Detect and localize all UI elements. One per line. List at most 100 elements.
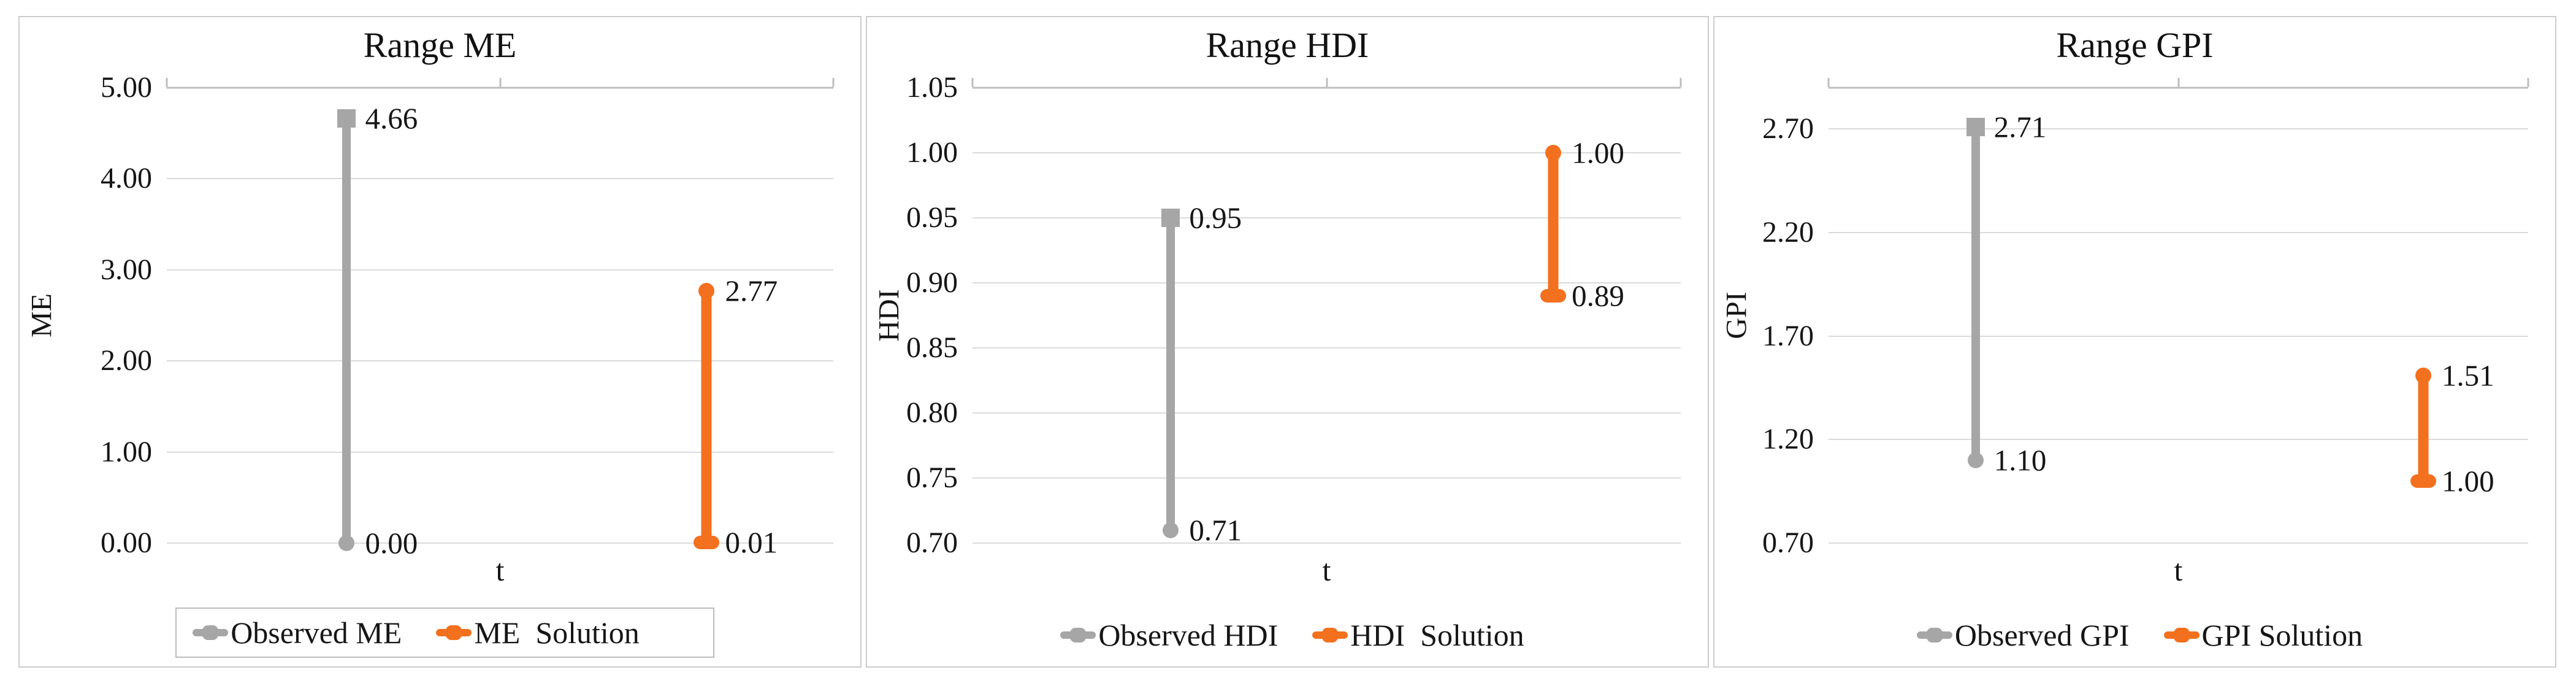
axis-tick (971, 78, 974, 87)
gridline (973, 217, 1681, 218)
data-label-low: 0.89 (1572, 279, 1624, 313)
legend-item-solution: HDI Solution (1312, 617, 1524, 653)
marker-high-square-icon (1161, 209, 1180, 227)
axis-tick (2527, 78, 2529, 87)
gridline (167, 178, 833, 180)
y-tick-label: 0.95 (906, 201, 958, 234)
legend-label: Observed HDI (1098, 618, 1278, 652)
axis-tick (499, 78, 501, 87)
axis-tick (1326, 78, 1328, 87)
legend-item-observed: Observed GPI (1916, 617, 2130, 653)
axis-tick (166, 78, 168, 87)
marker-high-circle-icon (698, 282, 715, 299)
solution-series-marker-icon (436, 629, 472, 636)
gridline (1829, 439, 2528, 441)
y-tick-label: 0.90 (906, 266, 958, 299)
y-tick-label: 2.70 (1762, 112, 1814, 145)
marker-high-square-icon (337, 109, 356, 128)
gridline (167, 360, 833, 362)
y-axis-title: HDI (873, 289, 906, 342)
range-bar-observed (1971, 127, 1980, 461)
marker-high-square-icon (1966, 118, 1985, 137)
chart-title: Range ME (363, 25, 517, 65)
legend-item-observed: Observed HDI (1060, 617, 1278, 653)
y-tick-label: 1.00 (101, 435, 152, 468)
gridline (167, 451, 833, 453)
data-label-high: 2.77 (725, 274, 778, 308)
gridline (973, 412, 1681, 414)
marker-low-capsule-icon (694, 535, 720, 549)
range-bar-observed (342, 118, 351, 543)
gridline (1829, 542, 2528, 544)
marker-low-circle-icon (1163, 522, 1179, 538)
plot-area: 1.05 1.00 0.95 0.90 0.85 0.80 0.75 0.70 0.95 0.71… (906, 73, 1682, 558)
y-tick-label: 0.00 (101, 526, 152, 559)
y-tick-label: 1.70 (1762, 319, 1814, 352)
chart-title: Range HDI (1206, 25, 1369, 65)
axis-tick (832, 78, 835, 87)
gridline (167, 269, 833, 271)
legend-label: Observed GPI (1954, 618, 2130, 652)
y-axis-title: GPI (1720, 291, 1753, 339)
marker-low-capsule-icon (1540, 289, 1567, 303)
y-tick-label: 0.80 (906, 396, 958, 429)
y-tick-label: 2.20 (1762, 216, 1814, 249)
gridline (973, 152, 1681, 153)
gridline (1829, 128, 2528, 130)
chart-panel-range-gpi: Range GPI GPI 2.70 2.20 1.70 1.20 0.70 2.71 1.… (1713, 16, 2556, 668)
category-axis-line (167, 87, 833, 89)
observed-series-marker-icon (193, 629, 229, 636)
legend: Observed GPI GPI Solution (1751, 612, 2528, 658)
range-bar-solution (701, 290, 712, 542)
gridline (1829, 232, 2528, 234)
chart-panel-range-hdi: Range HDI HDI 1.05 1.00 0.95 0.90 0.85 0.80 0.… (866, 16, 1709, 668)
observed-series-marker-icon (1916, 631, 1952, 639)
category-axis-line (1829, 87, 2528, 89)
chart-panel-range-me: Range ME ME 5.00 4.00 3.00 2.00 1.00 0.00 4.66… (18, 16, 862, 668)
data-label-high: 4.66 (365, 101, 418, 136)
legend: Observed ME ME Solution (56, 608, 833, 658)
category-axis-line (973, 87, 1681, 89)
legend-item-solution: GPI Solution (2163, 617, 2363, 653)
axis-tick (1827, 78, 1830, 87)
data-label-high: 0.95 (1189, 201, 1242, 235)
plot-area: 2.70 2.20 1.70 1.20 0.70 2.71 1.10 1.51 1.00 (1762, 78, 2529, 558)
marker-high-circle-icon (2415, 367, 2431, 384)
range-bar-observed (1166, 218, 1175, 530)
marker-low-capsule-icon (2410, 474, 2436, 488)
y-tick-label: 0.70 (906, 526, 958, 559)
legend-label: Observed ME (231, 615, 402, 650)
data-label-low: 0.01 (725, 525, 778, 560)
solution-series-marker-icon (2163, 631, 2200, 639)
legend-item-solution: ME Solution (436, 615, 640, 650)
marker-low-circle-icon (1967, 452, 1984, 469)
gridline (167, 542, 833, 544)
y-tick-label: 1.00 (906, 136, 958, 169)
gridline (1829, 335, 2528, 337)
y-tick-label: 0.75 (906, 461, 958, 494)
plot-area: 5.00 4.00 3.00 2.00 1.00 0.00 4.66 0.00 2.77 0.01 (101, 73, 835, 558)
y-tick-label: 3.00 (101, 253, 152, 286)
legend-label: GPI Solution (2201, 618, 2363, 652)
marker-high-circle-icon (1545, 145, 1562, 161)
y-tick-label: 1.05 (906, 71, 958, 104)
observed-series-marker-icon (1060, 631, 1096, 639)
y-tick-label: 0.85 (906, 331, 958, 364)
gridline (973, 542, 1681, 544)
gridline (973, 347, 1681, 349)
range-bar-solution (1548, 153, 1559, 296)
legend-label: ME Solution (474, 615, 640, 650)
marker-low-circle-icon (338, 535, 355, 551)
x-axis-label: t (2174, 553, 2183, 587)
y-tick-label: 1.20 (1762, 423, 1814, 456)
y-axis-title: ME (25, 293, 58, 338)
data-label-low: 0.00 (365, 526, 418, 560)
gridline (973, 477, 1681, 479)
data-label-high: 2.71 (1993, 110, 2047, 144)
chart-title: Range GPI (2056, 25, 2214, 65)
y-tick-label: 4.00 (101, 162, 152, 195)
data-label-low: 1.00 (2441, 464, 2494, 498)
gridline (973, 282, 1681, 284)
data-label-high: 1.00 (1572, 136, 1624, 170)
